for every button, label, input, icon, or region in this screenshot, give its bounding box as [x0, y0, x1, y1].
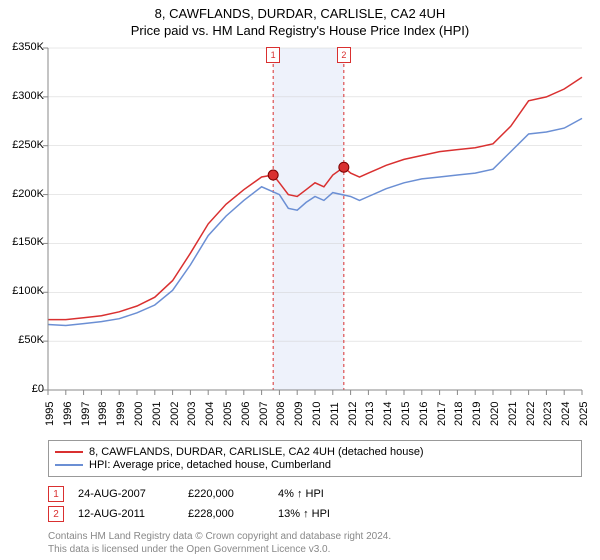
x-axis-label: 2009 [293, 402, 305, 426]
sale-events: 1 24-AUG-2007£220,0004% ↑ HPI 2 12-AUG-2011… [48, 482, 398, 526]
license-line: This data is licensed under the Open Gov… [48, 544, 391, 557]
x-axis-label: 2015 [400, 402, 412, 426]
title-subtitle: Price paid vs. HM Land Registry's House … [0, 23, 600, 38]
x-axis-label: 2019 [471, 402, 483, 426]
legend-item: 8, CAWFLANDS, DURDAR, CARLISLE, CA2 4UH … [55, 446, 575, 458]
event-row: 2 12-AUG-2011£228,00013% ↑ HPI [48, 506, 398, 522]
x-axis-label: 2016 [418, 402, 430, 426]
x-axis-label: 1999 [115, 402, 127, 426]
sale-marker-box: 1 [266, 47, 280, 63]
title-address: 8, CAWFLANDS, DURDAR, CARLISLE, CA2 4UH [0, 6, 600, 21]
legend-swatch [55, 451, 83, 453]
chart-area [48, 48, 582, 390]
x-axis-label: 2000 [133, 402, 145, 426]
event-pct: 4% ↑ HPI [278, 488, 398, 500]
sale-marker-box: 2 [337, 47, 351, 63]
event-price: £220,000 [188, 488, 278, 500]
x-axis-label: 2001 [151, 402, 163, 426]
x-axis-label: 2014 [382, 402, 394, 426]
x-axis-label: 2006 [240, 402, 252, 426]
y-axis-label: £0 [0, 383, 44, 395]
x-axis-label: 1996 [62, 402, 74, 426]
x-axis-label: 2004 [204, 402, 216, 426]
legend-label: 8, CAWFLANDS, DURDAR, CARLISLE, CA2 4UH … [89, 446, 424, 458]
legend: 8, CAWFLANDS, DURDAR, CARLISLE, CA2 4UH … [48, 440, 582, 477]
event-number-box: 1 [48, 486, 64, 502]
event-row: 1 24-AUG-2007£220,0004% ↑ HPI [48, 486, 398, 502]
line-chart [48, 48, 582, 390]
x-axis-label: 2012 [347, 402, 359, 426]
license-text: Contains HM Land Registry data © Crown c… [48, 531, 391, 556]
y-axis-label: £200K [0, 188, 44, 200]
event-date: 12-AUG-2011 [78, 508, 188, 520]
x-axis-label: 1998 [97, 402, 109, 426]
y-axis-label: £350K [0, 41, 44, 53]
x-axis-label: 2013 [364, 402, 376, 426]
x-axis-label: 2021 [507, 402, 519, 426]
y-axis-label: £250K [0, 139, 44, 151]
y-axis-label: £300K [0, 90, 44, 102]
x-axis-label: 2011 [329, 402, 341, 426]
x-axis-label: 2025 [578, 402, 590, 426]
x-axis-label: 2003 [186, 402, 198, 426]
license-line: Contains HM Land Registry data © Crown c… [48, 531, 391, 544]
legend-swatch [55, 464, 83, 466]
x-axis-label: 2007 [258, 402, 270, 426]
x-axis-label: 2005 [222, 402, 234, 426]
x-axis-label: 2008 [275, 402, 287, 426]
x-axis-label: 1995 [44, 402, 56, 426]
x-axis-label: 2018 [453, 402, 465, 426]
x-axis-label: 1997 [80, 402, 92, 426]
x-axis-label: 2020 [489, 402, 501, 426]
x-axis-label: 2023 [542, 402, 554, 426]
x-axis-label: 2024 [560, 402, 572, 426]
event-pct: 13% ↑ HPI [278, 508, 398, 520]
event-price: £228,000 [188, 508, 278, 520]
y-axis-label: £50K [0, 334, 44, 346]
x-axis-label: 2022 [525, 402, 537, 426]
event-date: 24-AUG-2007 [78, 488, 188, 500]
x-axis-label: 2002 [169, 402, 181, 426]
legend-item: HPI: Average price, detached house, Cumb… [55, 459, 575, 471]
x-axis-label: 2017 [436, 402, 448, 426]
y-axis-label: £150K [0, 236, 44, 248]
legend-label: HPI: Average price, detached house, Cumb… [89, 459, 331, 471]
x-axis-label: 2010 [311, 402, 323, 426]
event-number-box: 2 [48, 506, 64, 522]
y-axis-label: £100K [0, 285, 44, 297]
